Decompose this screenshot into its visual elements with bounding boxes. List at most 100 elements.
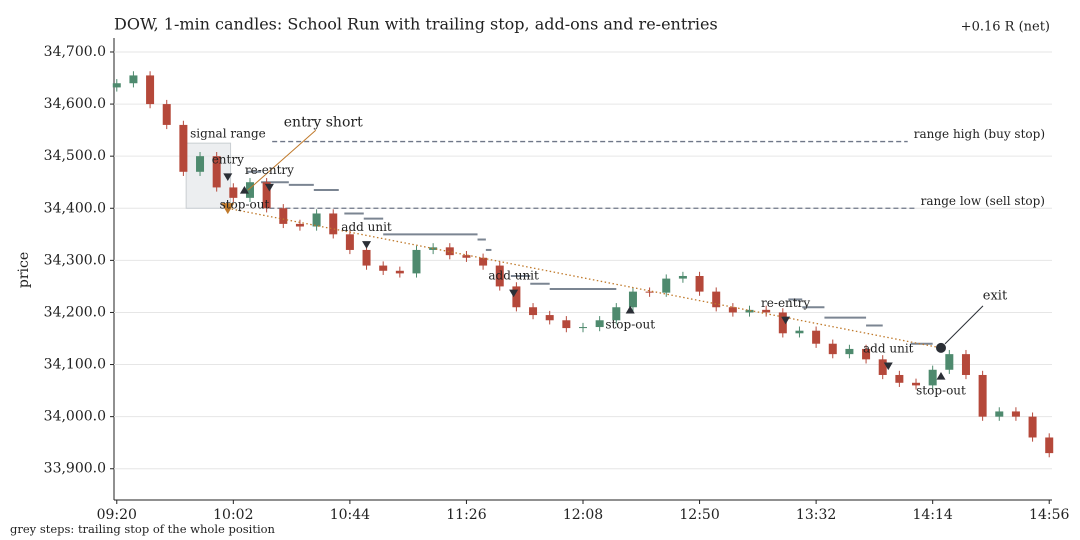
trade-marker bbox=[264, 183, 274, 192]
candle-body bbox=[379, 265, 388, 271]
x-tick-label: 13:32 bbox=[796, 507, 836, 523]
candle-body bbox=[978, 374, 987, 417]
candle-body bbox=[462, 255, 471, 258]
range-line-label: range high (buy stop) bbox=[914, 127, 1045, 141]
trade-label: add unit bbox=[863, 342, 914, 356]
candle-body bbox=[295, 223, 304, 227]
x-tick-label: 12:08 bbox=[563, 507, 603, 523]
entry-short-label: entry short bbox=[284, 114, 363, 130]
candle-body bbox=[479, 257, 488, 266]
trade-label: entry bbox=[212, 153, 244, 167]
candle-body bbox=[412, 249, 421, 274]
candle-body bbox=[712, 291, 721, 308]
trade-marker bbox=[883, 362, 893, 371]
candle-body bbox=[1011, 411, 1020, 417]
exit-label: exit bbox=[983, 288, 1008, 303]
candle-body bbox=[529, 307, 538, 316]
candle-body bbox=[995, 411, 1004, 417]
candle-body bbox=[212, 156, 221, 188]
candle-body bbox=[445, 247, 454, 256]
y-tick-label: 34,500.0 bbox=[44, 148, 106, 164]
candle-body bbox=[162, 104, 171, 125]
candle-body bbox=[179, 124, 188, 172]
candle-body bbox=[878, 359, 887, 375]
entry-short-marker bbox=[221, 203, 235, 215]
candle-body bbox=[845, 348, 854, 355]
trade-label: stop-out bbox=[220, 198, 270, 212]
candle-body bbox=[1028, 416, 1037, 438]
y-tick-label: 34,700.0 bbox=[44, 44, 106, 60]
trade-marker bbox=[625, 305, 635, 314]
candle-body bbox=[129, 75, 138, 84]
candle-body bbox=[945, 354, 954, 370]
candle-body bbox=[828, 343, 837, 355]
x-tick-label: 12:50 bbox=[679, 507, 719, 523]
trade-marker bbox=[936, 371, 946, 380]
x-tick-label: 11:26 bbox=[446, 507, 486, 523]
candle-body bbox=[812, 330, 821, 344]
candle-body bbox=[395, 270, 404, 274]
candle-body bbox=[795, 330, 804, 334]
y-tick-label: 34,600.0 bbox=[44, 96, 106, 112]
net-result: +0.16 R (net) bbox=[961, 20, 1050, 35]
candle-body bbox=[345, 234, 354, 250]
candle-body bbox=[495, 265, 504, 287]
x-tick-label: 14:56 bbox=[1029, 507, 1069, 523]
y-tick-label: 33,900.0 bbox=[44, 461, 106, 477]
candle-body bbox=[329, 213, 338, 235]
candle-body bbox=[196, 156, 205, 172]
trade-marker bbox=[239, 185, 249, 194]
y-tick-label: 34,300.0 bbox=[44, 252, 106, 268]
y-tick-label: 34,000.0 bbox=[44, 409, 106, 425]
candle-body bbox=[229, 187, 238, 198]
candle-body bbox=[928, 369, 937, 386]
candle-body bbox=[612, 307, 621, 321]
candle-body bbox=[595, 320, 604, 328]
candle-body bbox=[778, 312, 787, 334]
x-tick-label: 10:02 bbox=[213, 507, 253, 523]
candle-body bbox=[678, 275, 687, 279]
trade-marker bbox=[781, 316, 791, 325]
candle-body bbox=[762, 309, 771, 313]
trade-marker bbox=[509, 289, 519, 298]
candle-body bbox=[961, 354, 970, 375]
trade-marker bbox=[223, 173, 233, 182]
signal-range-label: signal range bbox=[190, 127, 266, 141]
candle-body bbox=[579, 327, 587, 329]
candle-body bbox=[312, 213, 321, 227]
x-tick-label: 14:14 bbox=[912, 507, 952, 523]
trade-label: add unit bbox=[341, 220, 392, 234]
candle-body bbox=[745, 309, 754, 313]
x-tick-label: 10:44 bbox=[330, 507, 370, 523]
candle-body bbox=[112, 83, 121, 88]
candle-body bbox=[912, 382, 921, 386]
candle-body bbox=[512, 286, 521, 308]
chart-title: DOW, 1-min candles: School Run with trai… bbox=[114, 15, 718, 34]
trade-label: add unit bbox=[488, 269, 539, 283]
y-tick-label: 34,100.0 bbox=[44, 357, 106, 373]
candle-body bbox=[695, 275, 704, 292]
trade-marker bbox=[362, 241, 372, 249]
trade-label: re-entry bbox=[245, 163, 294, 177]
candle-body bbox=[279, 208, 288, 224]
entry-short-arrow bbox=[247, 129, 317, 191]
candle-body bbox=[362, 249, 371, 266]
exit-arrow bbox=[944, 305, 984, 345]
trade-label: stop-out bbox=[916, 384, 966, 398]
candle-body bbox=[728, 307, 737, 313]
candle-body bbox=[562, 320, 571, 329]
candle-body bbox=[146, 75, 155, 105]
y-tick-label: 34,400.0 bbox=[44, 200, 106, 216]
exit-marker bbox=[935, 342, 946, 353]
trade-label: re-entry bbox=[761, 296, 810, 310]
candle-body bbox=[895, 374, 904, 383]
candle-body bbox=[628, 291, 637, 308]
x-tick-label: 09:20 bbox=[97, 507, 137, 523]
y-axis-label: price bbox=[16, 252, 32, 288]
caption: grey steps: trailing stop of the whole p… bbox=[10, 522, 276, 536]
candle-body bbox=[862, 348, 871, 360]
trade-label: stop-out bbox=[605, 317, 655, 331]
range-line-label: range low (sell stop) bbox=[921, 194, 1045, 208]
candle-body bbox=[662, 278, 671, 293]
